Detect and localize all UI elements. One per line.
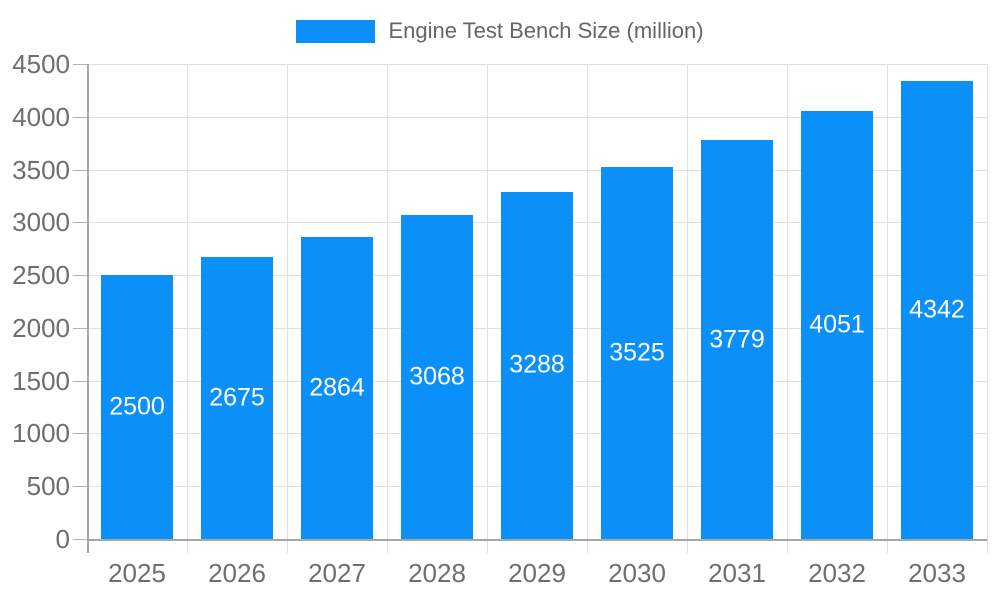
y-axis-label: 4000 [12, 101, 70, 132]
legend-label: Engine Test Bench Size (million) [388, 18, 704, 43]
y-axis-tick [73, 64, 87, 65]
x-axis-label: 2028 [408, 558, 466, 588]
bar[interactable]: 3288 [501, 191, 573, 539]
y-axis-label: 3000 [12, 207, 70, 238]
bar-value-label: 2864 [309, 373, 365, 402]
bar-value-label: 2500 [109, 392, 165, 421]
x-axis-label: 2030 [608, 558, 666, 588]
bar[interactable]: 3525 [601, 166, 673, 539]
x-axis-label: 2031 [708, 558, 766, 588]
x-axis-baseline [87, 539, 987, 541]
vertical-gridline [687, 64, 688, 553]
x-axis-label: 2033 [908, 558, 966, 588]
bar-value-label: 4342 [909, 295, 965, 324]
bar[interactable]: 2500 [101, 275, 173, 539]
y-axis-tick [73, 433, 87, 435]
x-axis-label: 2029 [508, 558, 566, 588]
bar-value-label: 3288 [509, 350, 565, 379]
y-axis-label: 1500 [12, 365, 70, 396]
y-axis-tick [73, 275, 87, 277]
y-axis-label: 3500 [12, 154, 70, 185]
y-axis-label: 2500 [12, 260, 70, 291]
bar[interactable]: 4342 [901, 80, 973, 539]
bar-value-label: 4051 [809, 310, 865, 339]
bar-value-label: 3068 [409, 362, 465, 391]
y-axis-tick [73, 222, 87, 224]
y-axis-tick [73, 116, 87, 118]
legend[interactable]: Engine Test Bench Size (million) [0, 17, 1000, 45]
bar-value-label: 2675 [209, 383, 265, 412]
y-axis-tick [73, 327, 87, 329]
x-axis-label: 2026 [208, 558, 266, 588]
vertical-gridline [387, 64, 388, 553]
y-axis-label: 0 [55, 524, 70, 554]
x-axis-label: 2032 [808, 558, 866, 588]
y-axis-tick [73, 169, 87, 171]
bar[interactable]: 3779 [701, 140, 773, 539]
bar[interactable]: 2675 [201, 256, 273, 539]
bar[interactable]: 4051 [801, 111, 873, 539]
vertical-gridline [487, 64, 488, 553]
bar[interactable]: 3068 [401, 215, 473, 539]
bar-value-label: 3525 [609, 338, 665, 367]
vertical-gridline [587, 64, 588, 553]
y-axis-label: 1000 [12, 418, 70, 449]
bar[interactable]: 2864 [301, 236, 373, 539]
vertical-gridline [287, 64, 288, 553]
horizontal-gridline [87, 116, 987, 118]
vertical-gridline [787, 64, 788, 553]
horizontal-gridline [87, 64, 987, 65]
y-axis-tick [73, 380, 87, 382]
vertical-gridline [187, 64, 188, 553]
y-axis-label: 500 [26, 471, 70, 502]
vertical-gridline [887, 64, 888, 553]
vertical-gridline [987, 64, 988, 553]
x-axis-label: 2025 [108, 558, 166, 588]
y-axis-label: 2000 [12, 312, 70, 343]
legend-swatch [296, 19, 376, 43]
y-axis-tick [73, 486, 87, 488]
horizontal-gridline [87, 169, 987, 171]
x-axis-label: 2027 [308, 558, 366, 588]
y-axis-line [87, 64, 89, 553]
y-axis-label: 4500 [12, 49, 70, 79]
y-axis-tick [73, 539, 87, 540]
bar-value-label: 3779 [709, 325, 765, 354]
